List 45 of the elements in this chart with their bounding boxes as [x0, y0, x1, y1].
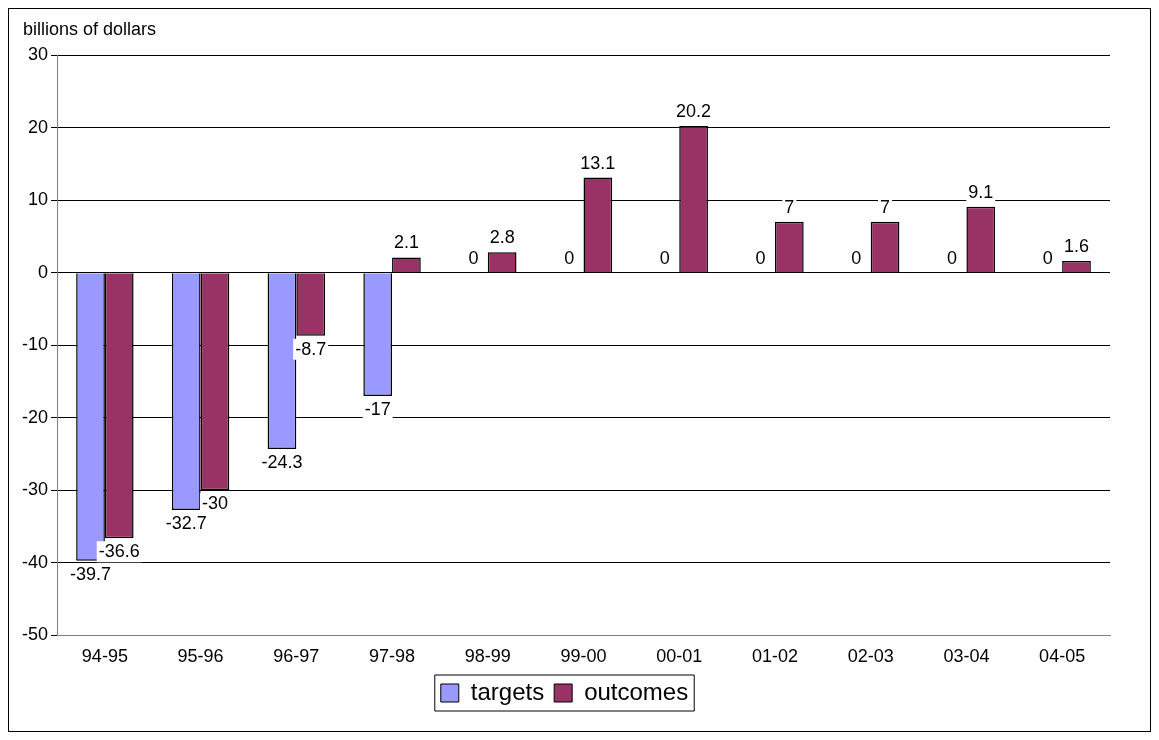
- y-axis-title: billions of dollars: [23, 18, 157, 39]
- data-label: 2.8: [489, 227, 515, 248]
- x-tick-label: 01-02: [751, 646, 798, 667]
- x-tick-label: 96-97: [273, 646, 320, 667]
- data-label: 0: [851, 247, 862, 268]
- data-label: -30: [201, 493, 228, 514]
- x-tick-label: 00-01: [656, 646, 703, 667]
- data-label: 0: [755, 247, 766, 268]
- y-tick-label: -40: [22, 551, 49, 572]
- data-label: -39.7: [70, 563, 112, 584]
- x-tick-label: 98-99: [464, 646, 511, 667]
- data-label: 0: [564, 247, 575, 268]
- data-label: 13.1: [580, 152, 616, 173]
- data-label: -8.7: [295, 338, 327, 359]
- y-tick-label: 0: [38, 261, 49, 282]
- data-label: 1.6: [1063, 236, 1090, 257]
- x-tick-label: 04-05: [1039, 646, 1086, 667]
- data-label: 0: [1042, 247, 1053, 268]
- y-tick-label: 10: [27, 189, 49, 210]
- data-label: -17: [364, 398, 391, 419]
- data-label: 7: [784, 196, 795, 217]
- y-tick-label: -20: [22, 406, 49, 427]
- legend-label: targets: [470, 677, 545, 705]
- x-tick-label: 02-03: [847, 646, 894, 667]
- y-tick-label: -10: [22, 334, 49, 355]
- data-label: 7: [880, 196, 891, 217]
- x-tick-label: 03-04: [943, 646, 990, 667]
- y-tick-label: 30: [27, 43, 49, 64]
- data-label: 2.1: [393, 232, 419, 253]
- x-tick-label: 95-96: [177, 646, 224, 667]
- data-label: -24.3: [261, 451, 303, 472]
- data-label: 9.1: [968, 181, 994, 202]
- y-tick-label: -30: [22, 479, 49, 500]
- data-label: 20.2: [676, 101, 712, 122]
- legend-label: outcomes: [584, 677, 689, 705]
- x-tick-label: 94-95: [81, 646, 128, 667]
- x-tick-label: 99-00: [560, 646, 607, 667]
- data-label: 0: [468, 247, 479, 268]
- data-label: 0: [947, 247, 958, 268]
- data-label: 0: [659, 247, 670, 268]
- data-label: -32.7: [165, 512, 207, 533]
- data-label: -36.6: [98, 541, 140, 562]
- y-tick-label: 20: [27, 116, 49, 137]
- x-tick-label: 97-98: [369, 646, 416, 667]
- y-tick-label: -50: [22, 624, 49, 645]
